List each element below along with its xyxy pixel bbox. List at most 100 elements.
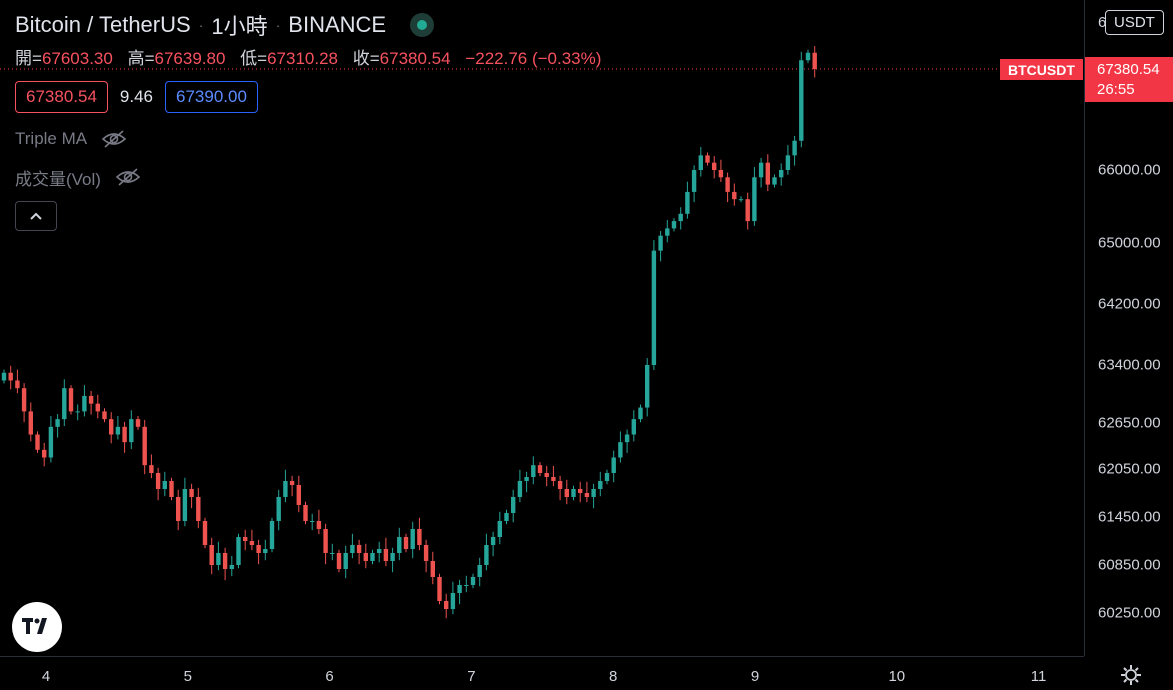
currency-button[interactable]: USDT <box>1105 10 1164 35</box>
candle-body <box>135 419 141 427</box>
candle-body <box>28 411 33 435</box>
price-tick-label: 63400.00 <box>1098 356 1161 374</box>
candle-body <box>779 170 784 178</box>
candle-body <box>176 497 181 521</box>
candle-body <box>316 521 322 529</box>
symbol-pair[interactable]: Bitcoin / TetherUS <box>15 12 191 37</box>
symbol-title[interactable]: Bitcoin / TetherUS · 1小時 · BINANCE <box>15 12 601 39</box>
candle-body <box>249 541 255 545</box>
eye-off-icon[interactable] <box>115 167 141 187</box>
price-tick-label: 62650.00 <box>1098 414 1161 432</box>
candle-body <box>792 140 797 156</box>
candle-body <box>276 497 281 521</box>
candle-body <box>55 419 60 427</box>
candle-body <box>95 403 100 412</box>
tradingview-logo[interactable] <box>12 602 62 652</box>
candle-body <box>564 489 569 497</box>
candle-body <box>155 473 161 489</box>
time-tick-label: 8 <box>609 668 618 685</box>
candle-body <box>42 449 47 458</box>
candle-body <box>296 485 301 505</box>
candle-body <box>122 426 127 443</box>
candle-body <box>75 411 80 413</box>
chart-legend: Bitcoin / TetherUS · 1小時 · BINANCE 開=676… <box>15 12 601 231</box>
candle-body <box>370 553 375 561</box>
price-tick-label: 60250.00 <box>1098 604 1161 622</box>
clipped-axis-label: 6 <box>1098 14 1107 31</box>
candle-body <box>645 365 650 408</box>
candle-body <box>209 545 214 565</box>
candle-body <box>303 505 308 521</box>
candle-body <box>423 545 429 561</box>
candle-body <box>578 489 583 493</box>
symbol-price-tag: BTCUSDT <box>1000 59 1083 80</box>
candle-body <box>216 553 221 565</box>
candle-body <box>149 465 154 473</box>
buy-price-button[interactable]: 67390.00 <box>165 81 258 113</box>
exchange-label[interactable]: BINANCE <box>288 12 387 37</box>
candle-body <box>363 553 368 561</box>
candle-body <box>658 235 663 251</box>
candle-body <box>142 426 147 466</box>
candle-body <box>611 457 616 473</box>
price-tick-label: 60850.00 <box>1098 556 1161 574</box>
candle-body <box>390 553 395 561</box>
candle-body <box>671 221 677 229</box>
candle-body <box>417 529 422 545</box>
indicator-triple-ma[interactable]: Triple MA <box>15 127 601 151</box>
interval-label[interactable]: 1小時 <box>211 14 268 39</box>
candle-body <box>243 537 248 541</box>
candle-body <box>551 477 556 481</box>
indicator-name[interactable]: 成交量(Vol) <box>15 169 101 189</box>
candle-body <box>169 481 174 497</box>
candle-body <box>356 545 362 553</box>
candle-body <box>403 537 409 549</box>
candle-body <box>236 537 241 565</box>
candle-body <box>571 489 576 497</box>
gear-icon[interactable] <box>1120 664 1142 686</box>
candle-body <box>222 553 228 569</box>
change-value: −222.76 (−0.33%) <box>465 49 602 68</box>
candle-body <box>109 419 114 435</box>
candle-body <box>497 521 502 537</box>
eye-off-icon[interactable] <box>101 129 127 149</box>
time-axis[interactable] <box>0 656 1084 690</box>
indicator-name[interactable]: Triple MA <box>15 129 88 148</box>
collapse-legend-button[interactable] <box>15 201 57 231</box>
candle-body <box>752 177 757 222</box>
chevron-up-icon <box>30 212 42 220</box>
candle-body <box>524 477 529 481</box>
open-value: 67603.30 <box>41 49 113 68</box>
candle-body <box>444 601 449 609</box>
candle-body <box>62 388 67 420</box>
candle-body <box>678 213 683 222</box>
candle-body <box>470 577 476 585</box>
candle-body <box>189 489 194 497</box>
indicator-volume[interactable]: 成交量(Vol) <box>15 165 601 189</box>
tv-logo-icon <box>22 618 47 634</box>
candle-body <box>15 380 20 389</box>
sell-price-button[interactable]: 67380.54 <box>15 81 108 113</box>
candle-body <box>698 155 703 170</box>
open-label: 開= <box>15 49 42 68</box>
price-axis[interactable] <box>1084 0 1173 656</box>
candle-body <box>1 372 7 381</box>
candle-body <box>504 513 509 521</box>
time-tick-label: 7 <box>467 668 476 685</box>
candle-body <box>464 585 469 586</box>
candle-body <box>745 199 750 222</box>
high-label: 高= <box>127 49 155 68</box>
candle-body <box>624 434 630 443</box>
candle-body <box>785 155 791 170</box>
candle-body <box>511 497 516 513</box>
last-price-value: 67380.54 <box>1097 61 1160 78</box>
candle-body <box>591 489 596 497</box>
candle-body <box>82 395 87 412</box>
title-separator: · <box>198 17 204 33</box>
candle-body <box>263 549 268 553</box>
candle-body <box>202 521 208 545</box>
low-value: 67310.28 <box>267 49 338 68</box>
candle-body <box>383 549 389 561</box>
candle-body <box>531 465 536 477</box>
